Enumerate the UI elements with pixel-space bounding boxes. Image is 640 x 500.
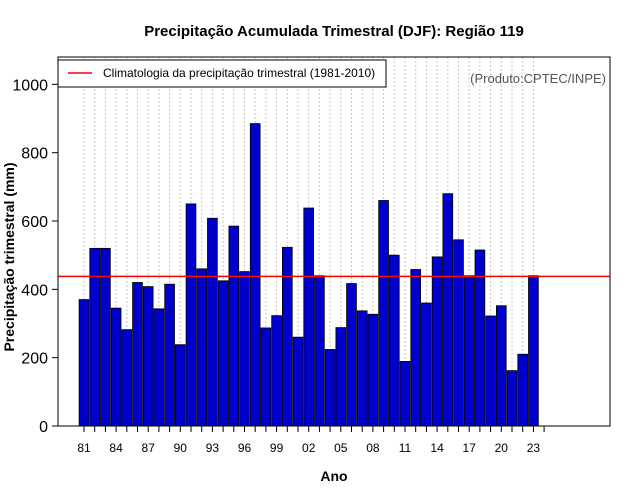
x-tick-label: 93 <box>206 441 220 455</box>
x-tick-label: 96 <box>238 441 252 455</box>
bar-2023 <box>528 275 539 427</box>
bar-2001 <box>292 336 304 427</box>
y-tick-label: 200 <box>21 351 48 368</box>
bar-1986 <box>132 282 143 427</box>
bar-2010 <box>388 254 400 427</box>
bar-1984 <box>110 307 122 427</box>
bar-1994 <box>217 280 229 427</box>
x-axis-label: Ano <box>320 468 347 484</box>
y-tick-label: 400 <box>21 282 48 299</box>
bars <box>78 123 539 427</box>
bar-1987 <box>142 286 154 427</box>
bar-1989 <box>164 283 175 427</box>
x-tick-label: 17 <box>463 441 477 455</box>
y-tick-label: 1000 <box>12 77 48 94</box>
bar-2019 <box>485 315 496 427</box>
x-tick-label: 20 <box>495 441 509 455</box>
bar-1996 <box>239 271 250 427</box>
bar-2006 <box>346 283 357 427</box>
bar-2002 <box>303 207 314 427</box>
bar-1990 <box>174 344 186 427</box>
bar-2020 <box>495 305 507 427</box>
x-tick-label: 23 <box>527 441 541 455</box>
source-credit: (Produto:CPTEC/INPE) <box>470 71 606 86</box>
bar-1993 <box>207 217 218 427</box>
x-tick-label: 87 <box>142 441 156 455</box>
bar-2003 <box>314 275 325 427</box>
bar-2008 <box>367 313 379 427</box>
bar-1981 <box>78 299 90 427</box>
plot-frame <box>57 56 611 427</box>
x-tick-label: 11 <box>399 441 412 455</box>
bar-2017 <box>463 275 475 427</box>
x-tick-label: 14 <box>430 441 444 455</box>
bar-1999 <box>271 315 282 427</box>
axes: 0 200 400 600 800 1000 81 84 87 90 93 96 99 02 05 08 11 1… <box>12 77 545 455</box>
bar-2009 <box>378 200 389 427</box>
x-tick-label: 08 <box>366 441 380 455</box>
bar-2005 <box>335 327 347 427</box>
bar-2014 <box>431 256 443 427</box>
x-tick-label: 99 <box>270 441 284 455</box>
bar-1991 <box>185 203 197 427</box>
bar-2011 <box>399 361 411 427</box>
legend-box <box>57 59 387 88</box>
bar-2012 <box>410 269 421 427</box>
bar-2004 <box>324 349 336 427</box>
bar-2016 <box>453 239 464 427</box>
bar-1992 <box>196 268 208 427</box>
bar-1998 <box>260 327 272 427</box>
bar-1982 <box>89 247 101 427</box>
legend-label: Climatologia da precipitação trimestral … <box>103 66 375 80</box>
y-axis-label: Precipitação trimestral (mm) <box>1 162 17 351</box>
legend: Climatologia da precipitação trimestral … <box>57 59 387 88</box>
x-tick-label: 81 <box>77 441 91 455</box>
x-tick-label: 90 <box>174 441 188 455</box>
bar-1997 <box>249 123 261 427</box>
y-tick-label: 600 <box>21 214 48 231</box>
bar-1985 <box>121 329 133 427</box>
y-tick-label: 0 <box>39 419 48 436</box>
bar-2007 <box>356 310 368 427</box>
x-tick-label: 84 <box>109 441 123 455</box>
bar-2015 <box>442 193 454 427</box>
bar-1988 <box>153 308 165 427</box>
bar-2022 <box>517 353 528 427</box>
bar-2000 <box>281 246 293 427</box>
bar-2013 <box>421 302 432 427</box>
y-tick-label: 800 <box>21 146 48 163</box>
x-tick-label: 05 <box>334 441 348 455</box>
chart-title: Precipitação Acumulada Trimestral (DJF):… <box>144 23 524 40</box>
x-tick-label: 02 <box>302 441 316 455</box>
bar-2021 <box>506 370 518 427</box>
bar-1983 <box>100 247 111 427</box>
bar-1995 <box>228 225 240 427</box>
